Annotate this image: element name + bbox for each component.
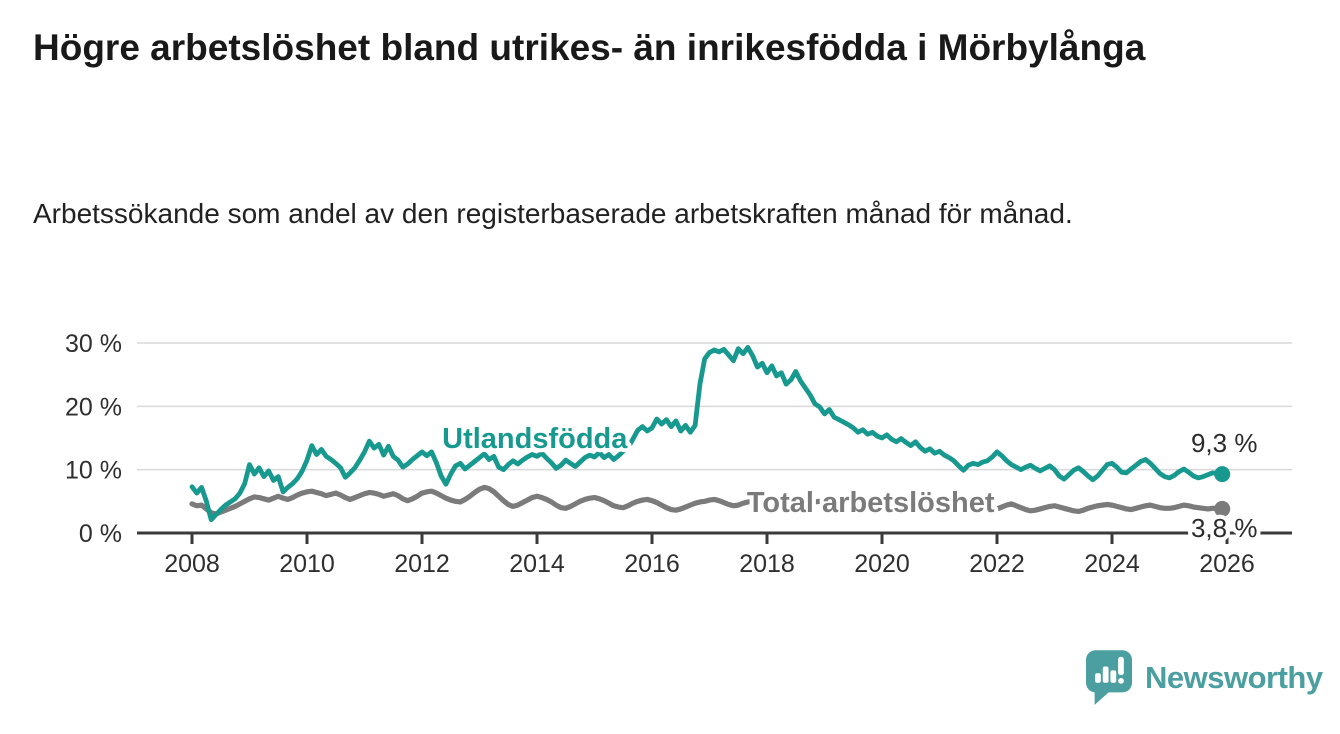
y-tick-label: 20 % [65,393,122,421]
x-tick-label: 2014 [509,550,565,578]
x-tick-label: 2024 [1084,550,1140,578]
brand-name: Newsworthy [1145,660,1323,695]
chart-title: Högre arbetslöshet bland utrikes- än inr… [33,27,1146,68]
x-tick-label: 2026 [1199,550,1255,578]
series-label-total-arbetsloshet: Total arbetslöshet [747,487,995,519]
chart-subtitle: Arbetssökande som andel av den registerb… [33,198,1073,229]
x-tick-label: 2010 [279,550,335,578]
logo-bar-chart-glyph [1095,656,1124,684]
x-tick-label: 2016 [624,550,680,578]
x-tick-label: 2022 [969,550,1025,578]
series-end-dot-utlandsfodda [1214,466,1231,483]
unemployment-line-chart: 30 % 20 % 10 % 0 % 2008 2010 2012 2014 2016 2018 2… [65,330,1292,578]
x-tick-label: 2020 [854,550,910,578]
newsworthy-logo-icon [1086,650,1132,705]
series-label-utlandsfodda: Utlandsfödda [442,423,628,455]
series-end-dot-total-arbetsloshet [1214,500,1231,517]
series-line-utlandsfodda [189,345,1225,523]
end-value-label-total-arbetsloshet: 3,8 % [1191,513,1258,543]
end-value-label-utlandsfodda: 9,3 % [1191,428,1258,458]
brand-footer: Newsworthy [1086,650,1323,706]
x-tick-label: 2012 [394,550,450,578]
series-line-total-arbetsloshet [189,484,1225,517]
y-tick-label: 30 % [65,330,122,358]
x-tick-label: 2008 [164,550,220,578]
y-tick-label: 10 % [65,457,122,485]
y-tick-label: 0 % [79,520,122,548]
x-tick-label: 2018 [739,550,795,578]
